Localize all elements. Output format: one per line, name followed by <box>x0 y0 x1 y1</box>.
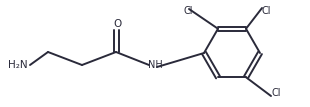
Text: Cl: Cl <box>183 6 193 16</box>
Text: NH: NH <box>148 60 163 70</box>
Text: H₂N: H₂N <box>8 60 28 70</box>
Text: O: O <box>113 19 121 29</box>
Text: Cl: Cl <box>262 6 272 16</box>
Text: Cl: Cl <box>271 88 281 98</box>
